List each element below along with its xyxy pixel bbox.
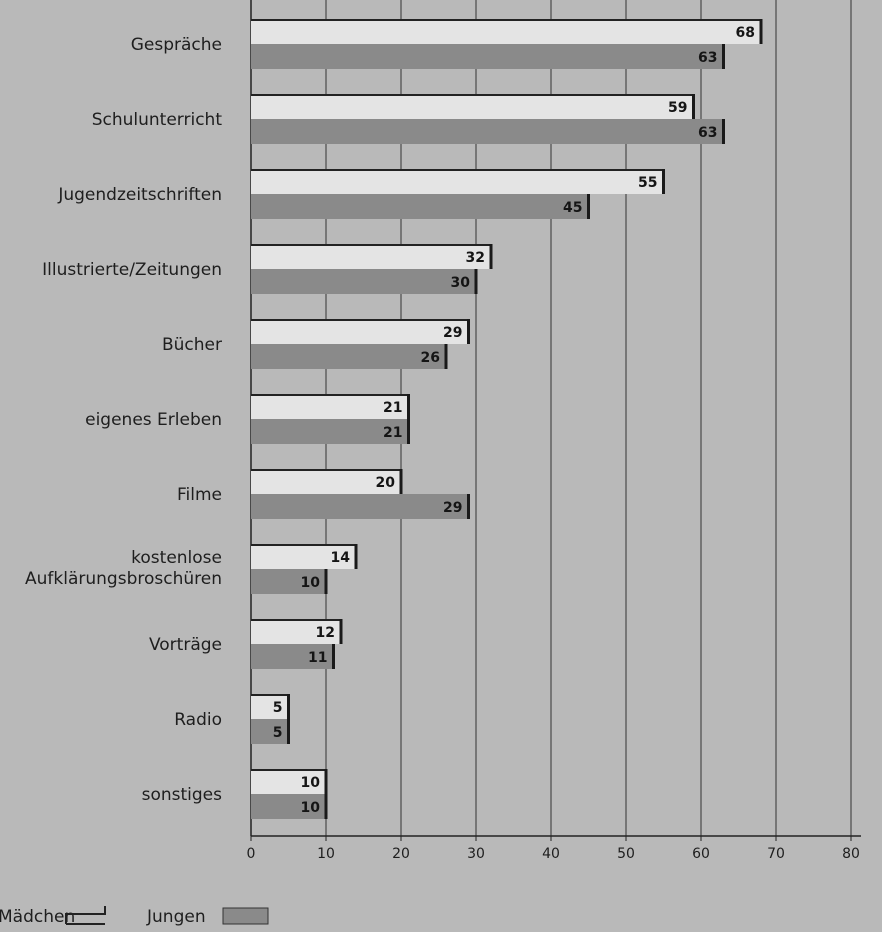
bar-jungen-illustrierte-zeitungen	[251, 269, 476, 294]
data-label-mädchen: 21	[383, 400, 402, 416]
data-label-mädchen: 10	[301, 775, 321, 791]
data-label-mädchen: 12	[316, 625, 335, 641]
bar-jungen-vorträge	[251, 644, 334, 669]
data-label-jungen: 10	[301, 800, 321, 816]
legend: Mädchen Jungen	[0, 906, 269, 927]
x-tick-label: 60	[692, 846, 710, 862]
category-label-filme: Filme	[177, 485, 222, 505]
bar-mädchen-schulunterricht	[251, 94, 694, 119]
x-axis-ticks: 0 10 20 30 40 50 60 70 80	[247, 836, 860, 862]
bar-jungen-radio	[251, 719, 289, 744]
category-label-gespräche: Gespräche	[131, 35, 222, 55]
category-labels: Gespräche Schulunterricht Jugendzeitschrif…	[25, 35, 222, 805]
x-tick-label: 50	[617, 846, 635, 862]
data-label-jungen: 26	[421, 350, 440, 366]
x-tick-label: 40	[542, 846, 560, 862]
category-label-schulunterricht: Schulunterricht	[92, 110, 223, 130]
data-label-jungen: 30	[451, 275, 471, 291]
bar-jungen-filme	[251, 494, 469, 519]
category-label-sonstiges: sonstiges	[142, 785, 223, 805]
category-label-eigenes-erleben: eigenes Erleben	[85, 410, 222, 430]
x-tick-label: 20	[392, 846, 410, 862]
category-label-radio: Radio	[174, 710, 222, 730]
data-label-jungen: 5	[273, 725, 283, 741]
bar-jungen-kostenlose-aufklärungsbroschüren	[251, 569, 326, 594]
bar-jungen-gespräche	[251, 44, 724, 69]
legend-swatch-maedchen	[65, 906, 106, 925]
data-label-mädchen: 32	[466, 250, 485, 266]
data-label-mädchen: 29	[443, 325, 462, 341]
x-tick-label: 80	[842, 846, 860, 862]
x-tick-label: 10	[317, 846, 335, 862]
legend-label-jungen: Jungen	[146, 907, 206, 927]
data-label-mädchen: 14	[331, 550, 351, 566]
data-label-mädchen: 55	[638, 175, 657, 191]
data-label-jungen: 63	[698, 125, 717, 141]
bar-mädchen-jugendzeitschriften	[251, 169, 664, 194]
category-label-bücher: Bücher	[162, 335, 222, 355]
data-label-mädchen: 5	[273, 700, 283, 716]
bar-jungen-jugendzeitschriften	[251, 194, 589, 219]
bar-mädchen-filme	[251, 469, 401, 494]
bar-mädchen-bücher	[251, 319, 469, 344]
data-label-mädchen: 20	[376, 475, 396, 491]
x-tick-label: 70	[767, 846, 785, 862]
bar-mädchen-illustrierte-zeitungen	[251, 244, 491, 269]
data-label-jungen: 45	[563, 200, 582, 216]
bar-jungen-sonstiges	[251, 794, 326, 819]
category-label-vorträge: Vorträge	[149, 635, 222, 655]
data-label-jungen: 10	[301, 575, 321, 591]
data-label-jungen: 11	[308, 650, 327, 666]
bar-mädchen-radio	[251, 694, 289, 719]
bar-jungen-eigenes-erleben	[251, 419, 409, 444]
x-tick-label: 30	[467, 846, 485, 862]
bar-jungen-schulunterricht	[251, 119, 724, 144]
bar-mädchen-gespräche	[251, 19, 761, 44]
legend-label-maedchen: Mädchen	[0, 907, 75, 927]
category-label-jugendzeitschriften: Jugendzeitschriften	[57, 185, 222, 205]
category-label-illustrierte-zeitungen: Illustrierte/Zeitungen	[42, 260, 222, 280]
category-label-kostenlose-aufklärungsbroschüren: kostenlose Aufklärungsbroschüren	[25, 548, 222, 589]
data-label-mädchen: 68	[736, 25, 755, 41]
data-label-mädchen: 59	[668, 100, 687, 116]
bar-mädchen-eigenes-erleben	[251, 394, 409, 419]
data-label-jungen: 29	[443, 500, 462, 516]
data-label-jungen: 63	[698, 50, 717, 66]
bar-mädchen-sonstiges	[251, 769, 326, 794]
bar-mädchen-kostenlose-aufklärungsbroschüren	[251, 544, 356, 569]
bar-mädchen-vorträge	[251, 619, 341, 644]
bar-jungen-bücher	[251, 344, 446, 369]
data-label-jungen: 21	[383, 425, 402, 441]
bars: 6863596355453230292621212029141012115510…	[251, 19, 763, 819]
legend-swatch-jungen	[222, 907, 269, 925]
x-tick-label: 0	[247, 846, 256, 862]
